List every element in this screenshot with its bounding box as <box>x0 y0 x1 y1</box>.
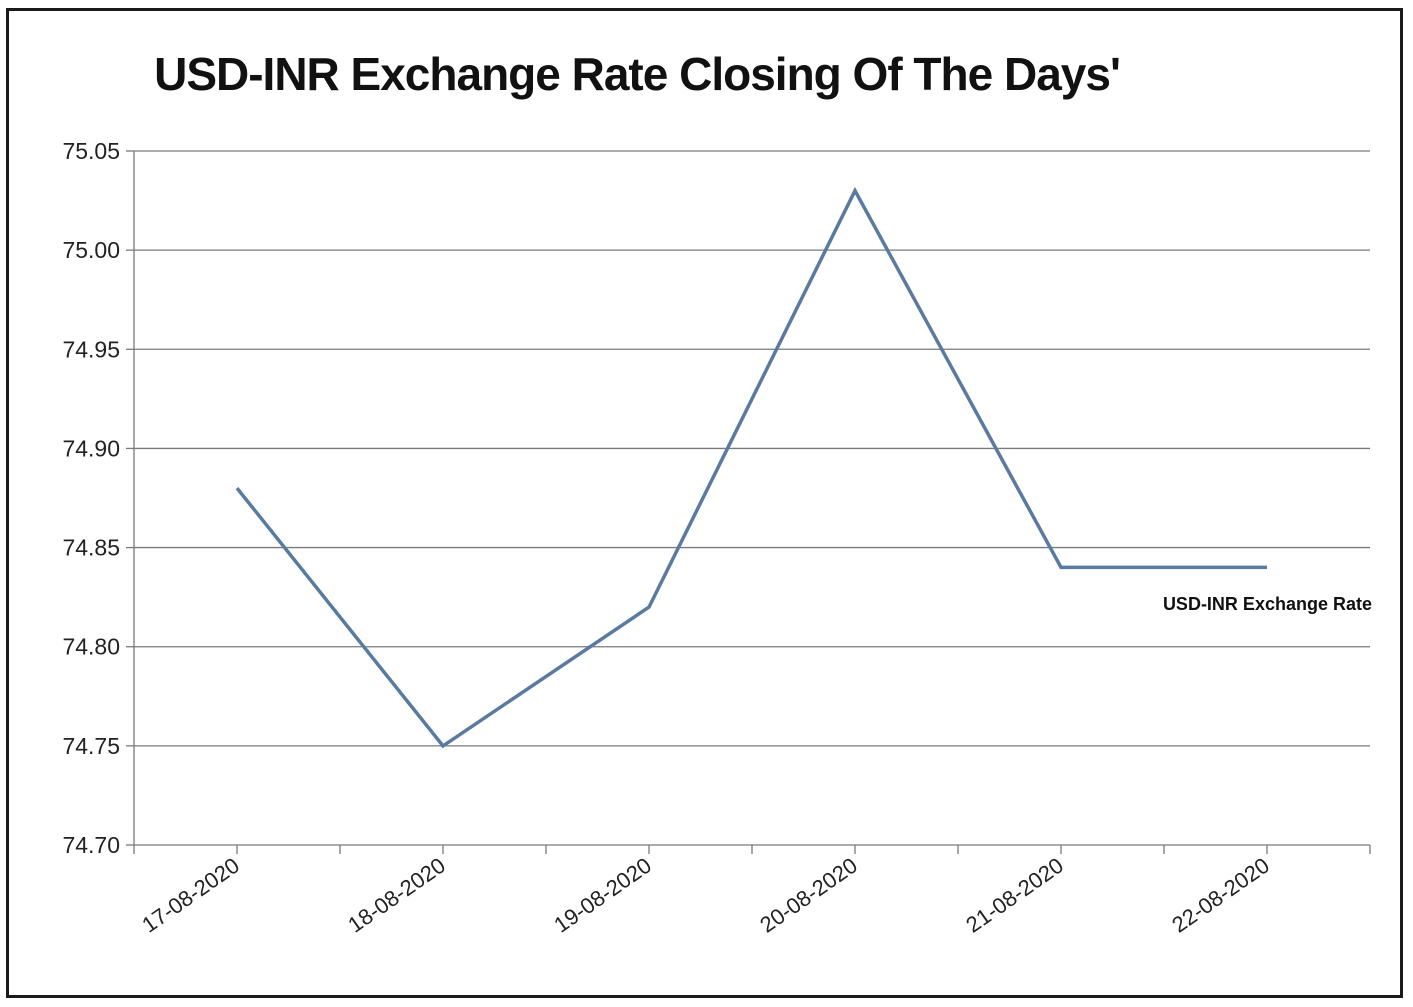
legend-label: USD-INR Exchange Rate <box>1163 594 1372 614</box>
x-tick-label: 17-08-2020 <box>137 853 244 938</box>
y-tick-label: 74.70 <box>62 832 120 858</box>
series <box>235 186 1267 749</box>
chart-frame <box>6 8 1403 998</box>
y-tick-label: 75.00 <box>62 237 120 263</box>
x-tick-label: 18-08-2020 <box>343 853 450 938</box>
x-tick-label: 20-08-2020 <box>755 853 862 938</box>
y-tick-label: 74.90 <box>62 435 120 461</box>
y-tick-label: 74.85 <box>62 535 120 561</box>
y-tick-label: 75.05 <box>62 138 120 164</box>
y-tick-label: 74.95 <box>62 336 120 362</box>
x-tick-label: 21-08-2020 <box>961 853 1068 938</box>
y-axis-ticks: 74.70 74.75 74.80 74.85 74.90 74.95 75.00 75.05 <box>62 138 134 858</box>
axes <box>133 151 1370 846</box>
x-axis-ticks: 17-08-2020 18-08-2020 19-08-2020 20-08-2020… <box>133 845 1371 938</box>
x-tick-label: 22-08-2020 <box>1167 853 1274 938</box>
series-line <box>235 186 1267 749</box>
gridlines <box>134 150 1370 747</box>
y-tick-label: 74.80 <box>62 634 120 660</box>
x-tick-label: 19-08-2020 <box>549 853 656 938</box>
chart-title: USD-INR Exchange Rate Closing Of The Day… <box>154 48 1120 100</box>
y-tick-label: 74.75 <box>62 733 120 759</box>
